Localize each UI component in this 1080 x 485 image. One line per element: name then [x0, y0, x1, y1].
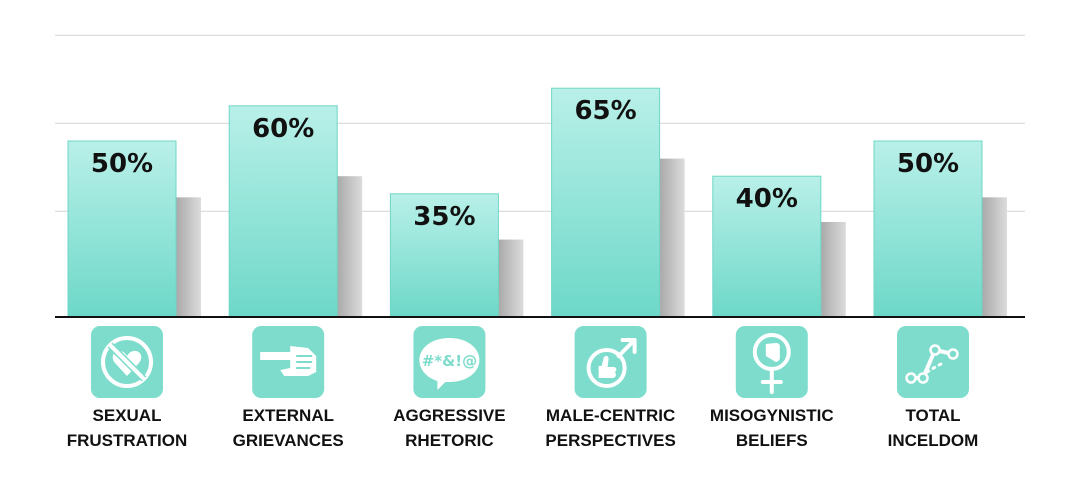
primary-bar-3: [551, 87, 661, 318]
secondary-bar-2: [498, 239, 524, 317]
secondary-bar-0: [176, 197, 201, 317]
female-symbol-thumbs-down-icon: [735, 326, 808, 398]
category-label-2-1: RHETORIC: [405, 431, 493, 450]
category-label-3-0: MALE-CENTRIC: [546, 406, 675, 425]
category-label-4-1: BELIEFS: [736, 431, 808, 450]
category-label-5-1: INCELDOM: [888, 431, 979, 450]
category-label-2-0: AGGRESSIVE: [393, 406, 505, 425]
bar-value-label-4: 40%: [736, 184, 798, 214]
secondary-bar-4: [820, 221, 846, 317]
swearing-speech-bubble-icon: #*&!@: [413, 326, 486, 398]
primary-bar-2: [389, 193, 499, 318]
secondary-bar-1: [337, 176, 363, 317]
male-symbol-thumbs-up-icon: [574, 326, 647, 398]
category-label-4-0: MISOGYNISTIC: [710, 406, 834, 425]
secondary-bar-3: [659, 158, 685, 317]
category-label-0-0: SEXUAL: [93, 406, 162, 425]
no-heart-icon: [91, 326, 163, 398]
bar-value-label-3: 65%: [574, 96, 636, 126]
grid-lines: [55, 34, 1025, 212]
primary-bar-1: [228, 105, 338, 318]
secondary-bar-5: [982, 197, 1007, 317]
category-label-1-1: GRIEVANCES: [233, 431, 344, 450]
bar-value-label-5: 50%: [897, 149, 959, 179]
bars: 50% 60% 35% 65% 40% 50%: [67, 87, 1007, 318]
bar-value-label-2: 35%: [413, 202, 475, 232]
category-label-3-1: PERSPECTIVES: [545, 431, 675, 450]
scatter-line-icon: [897, 326, 969, 398]
bar-value-label-0: 50%: [91, 149, 153, 179]
category-icons: #*&!@: [91, 326, 969, 398]
svg-text:#*&!@: #*&!@: [422, 352, 477, 370]
category-labels: SEXUAL FRUSTRATION EXTERNAL GRIEVANCES AGGRE…: [67, 406, 979, 450]
pointing-hand-icon: [252, 326, 325, 398]
category-label-5-0: TOTAL: [905, 406, 960, 425]
category-label-1-0: EXTERNAL: [242, 406, 334, 425]
bar-value-label-1: 60%: [252, 114, 314, 144]
category-label-0-1: FRUSTRATION: [67, 431, 188, 450]
primary-bar-0: [67, 140, 177, 318]
